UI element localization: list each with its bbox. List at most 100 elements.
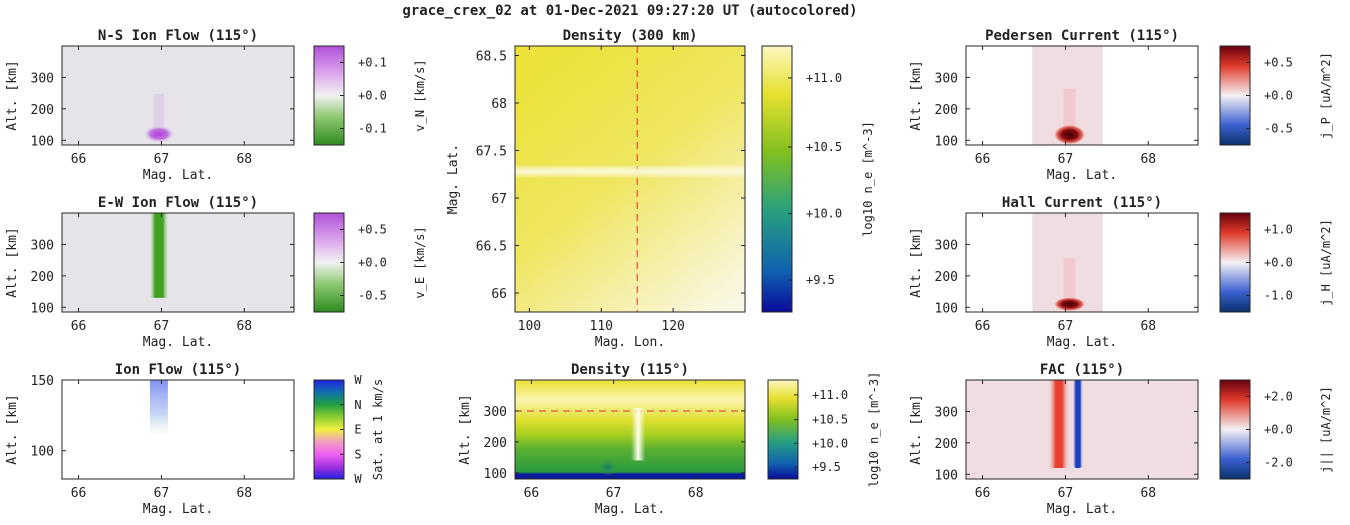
- heatmap-background: [515, 380, 745, 479]
- ns-ytick-label: 100: [31, 134, 54, 149]
- ew-colorbar-label: +0.5: [358, 223, 387, 237]
- ew-xtick-label: 66: [71, 319, 87, 334]
- densalt-title: Density (115°): [571, 362, 689, 378]
- fac-colorbar: [1219, 379, 1251, 480]
- ew-colorbar-label: +0.0: [358, 256, 387, 270]
- hall-xtick-label: 68: [1140, 319, 1156, 334]
- hall-ytick-label: 300: [935, 238, 958, 253]
- hall-plot-area: [966, 213, 1198, 312]
- hall-colorbar-label: +0.0: [1264, 256, 1293, 270]
- fac-axes-frame: [965, 379, 1199, 480]
- densalt-ytick-label: 100: [484, 467, 507, 482]
- dens300-colorbar: [761, 45, 793, 313]
- dens300-ylabel: Mag. Lat.: [446, 144, 461, 214]
- panel-ew: E-W Ion Flow (115°) 66 67 68 100 200 300 Mag. L…: [5, 195, 427, 350]
- dens300-ytick-label: 68.5: [476, 50, 507, 65]
- ew-xtick-label: 67: [154, 319, 170, 334]
- ew-ytick-label: 100: [31, 301, 54, 316]
- ns-xtick-label: 66: [71, 152, 87, 167]
- fac-colorbar-label: +2.0: [1264, 390, 1293, 404]
- fac-feature-1: [1072, 380, 1084, 468]
- heatmap-background: [62, 213, 294, 312]
- hall-axes-frame: [965, 212, 1199, 313]
- ew-xtick-label: 68: [236, 319, 252, 334]
- ionflow-ylabel: Alt. [km]: [5, 394, 20, 464]
- ns-title: N-S Ion Flow (115°): [98, 28, 258, 44]
- panel-hall: Hall Current (115°) 66 67 68 100 200 300 Mag. L…: [909, 195, 1333, 350]
- ionflow-plot-area: [62, 380, 294, 479]
- dens300-ytick-label: 68: [491, 97, 507, 112]
- fac-xtick-label: 68: [1140, 486, 1156, 501]
- heatmap-background: [515, 46, 745, 312]
- ns-ylabel: Alt. [km]: [5, 60, 20, 130]
- ionflow-ytick-label: 100: [31, 445, 54, 460]
- ped-feature-0-halo: [1063, 88, 1076, 129]
- densalt-ytick-label: 300: [484, 405, 507, 420]
- fac-xtick-label: 67: [1058, 486, 1074, 501]
- dens300-ytick-label: 66: [491, 287, 507, 302]
- ionflow-colorbar-label: W: [354, 472, 362, 486]
- densalt-colorbar-label: +10.5: [812, 413, 848, 427]
- ionflow-colorbar-label: S: [354, 447, 361, 461]
- ns-feature-0: [142, 125, 175, 143]
- ns-xtick-label: 67: [154, 152, 170, 167]
- ns-ytick-label: 200: [31, 103, 54, 118]
- ns-feature-0-halo: [153, 94, 164, 128]
- heatmap-region: [1032, 213, 1103, 312]
- dens300-colorbar-label: +10.5: [806, 140, 842, 154]
- ns-xtick-label: 68: [236, 152, 252, 167]
- ionflow-xtick-label: 66: [71, 486, 87, 501]
- ns-ytick-label: 300: [31, 71, 54, 86]
- densalt-axes-frame: [514, 379, 746, 480]
- fac-colorbar-label: +0.0: [1264, 423, 1293, 437]
- densalt-feature-1-dip: [597, 458, 618, 477]
- densalt-colorbar: [767, 379, 799, 480]
- dens300-colorbar-title: log10 n_e [m^-3]: [861, 121, 875, 237]
- panel-fac: FAC (115°) 66 67 68 100 200 300 Mag. Lat. Alt. […: [909, 362, 1333, 517]
- panel-ns: N-S Ion Flow (115°) 66 67 68 100 200 300 Mag. L…: [5, 28, 427, 183]
- fac-title: FAC (115°): [1040, 362, 1124, 378]
- ped-xtick-label: 68: [1140, 152, 1156, 167]
- dens300-plot-area: [515, 46, 745, 312]
- ped-xtick-label: 67: [1058, 152, 1074, 167]
- ns-axes-frame: [61, 45, 295, 146]
- ew-plot-area: [62, 213, 294, 312]
- ns-xlabel: Mag. Lat.: [143, 168, 213, 183]
- hall-xlabel: Mag. Lat.: [1047, 335, 1117, 350]
- fac-colorbar-title: j|| [uA/m^2]: [1319, 386, 1333, 473]
- ionflow-title: Ion Flow (115°): [115, 362, 241, 378]
- densalt-xtick-label: 66: [524, 486, 540, 501]
- dens300-ytick-label: 67.5: [476, 145, 507, 160]
- hall-xtick-label: 66: [975, 319, 991, 334]
- hall-colorbar-label: -1.0: [1264, 289, 1293, 303]
- dens300-ytick-label: 66.5: [476, 240, 507, 255]
- ew-xlabel: Mag. Lat.: [143, 335, 213, 350]
- densalt-colorbar-title: log10 n_e [m^-3]: [867, 372, 881, 488]
- densalt-plot-area: [515, 380, 745, 479]
- ped-colorbar-label: +0.0: [1264, 89, 1293, 103]
- densalt-colorbar-label: +11.0: [812, 388, 848, 402]
- hall-ylabel: Alt. [km]: [909, 227, 924, 297]
- ped-title: Pedersen Current (115°): [985, 28, 1179, 44]
- ew-colorbar: [313, 212, 345, 313]
- dens300-colorbar-label: +11.0: [806, 71, 842, 85]
- ped-axes-frame: [965, 45, 1199, 146]
- ped-plot-area: [966, 46, 1198, 145]
- ped-xlabel: Mag. Lat.: [1047, 168, 1117, 183]
- ionflow-xtick-label: 67: [154, 486, 170, 501]
- ionflow-colorbar-title: Sat. at 1 km/s: [371, 379, 385, 480]
- ped-colorbar-label: -0.5: [1264, 122, 1293, 136]
- hall-xtick-label: 67: [1058, 319, 1074, 334]
- ionflow-xlabel: Mag. Lat.: [143, 502, 213, 517]
- fac-ylabel: Alt. [km]: [909, 394, 924, 464]
- fac-xlabel: Mag. Lat.: [1047, 502, 1117, 517]
- panel-ionflow: Ion Flow (115°) 66 67 68 100 150 Mag. Lat. Alt.…: [5, 362, 385, 517]
- ew-feature-0: [148, 213, 169, 298]
- densalt-colorbar-label: +10.0: [812, 436, 848, 450]
- ew-title: E-W Ion Flow (115°): [98, 195, 258, 211]
- hall-colorbar-label: +1.0: [1264, 223, 1293, 237]
- fac-plot-area: [966, 380, 1198, 479]
- ionflow-colorbar-label: E: [354, 423, 361, 437]
- fac-ytick-label: 200: [935, 437, 958, 452]
- dens300-axes-frame: [514, 45, 746, 313]
